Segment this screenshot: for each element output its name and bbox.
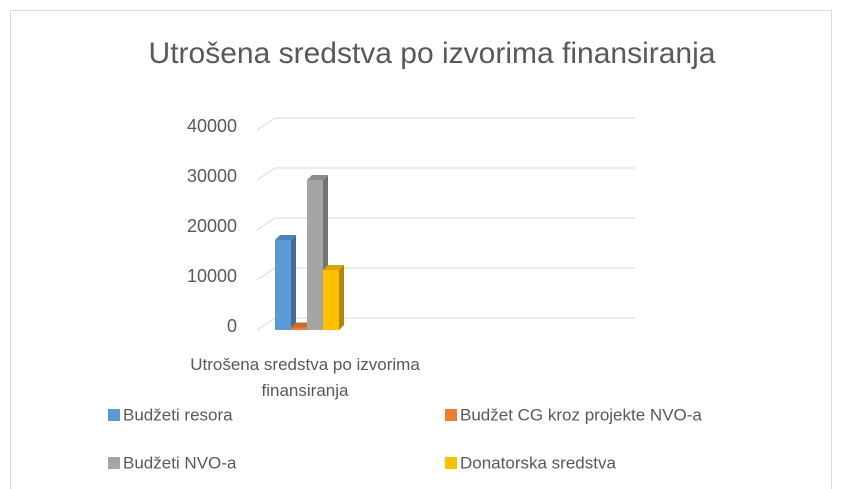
legend-swatch: [445, 457, 457, 469]
bar-face: [291, 327, 307, 330]
legend-label: Budžeti resora: [123, 405, 233, 424]
y-tick-label: 20000: [187, 216, 237, 236]
bar-face: [291, 235, 296, 330]
legend-swatch: [108, 409, 120, 421]
legend-label: Donatorska sredstva: [460, 453, 616, 472]
y-tick-label: 10000: [187, 266, 237, 286]
legend-swatch: [445, 409, 457, 421]
y-tick-label: 0: [227, 316, 237, 336]
grid-line: [256, 117, 635, 131]
category-label: Utrošena sredstva po izvorima finansiran…: [190, 355, 420, 400]
bar-face: [307, 175, 328, 180]
bar-face: [323, 270, 339, 330]
legend-label: Budžet CG kroz projekte NVO-a: [460, 405, 702, 424]
legend-label: Budžeti NVO-a: [123, 453, 237, 472]
bar-face: [275, 235, 296, 240]
y-tick-label: 40000: [187, 116, 237, 136]
bar: [323, 265, 344, 330]
grid-line: [256, 167, 635, 181]
bar-face: [291, 322, 312, 328]
chart-title: Utrošena sredstva po izvorima finansiran…: [149, 37, 716, 70]
bar-face: [307, 180, 323, 330]
grid-line: [256, 217, 635, 231]
bar: [275, 235, 296, 330]
bar-face: [323, 265, 344, 270]
legend-swatch: [108, 457, 120, 469]
bar-face: [275, 240, 291, 330]
bar-face: [339, 265, 344, 330]
y-tick-label: 30000: [187, 166, 237, 186]
chart-border: [10, 10, 832, 489]
